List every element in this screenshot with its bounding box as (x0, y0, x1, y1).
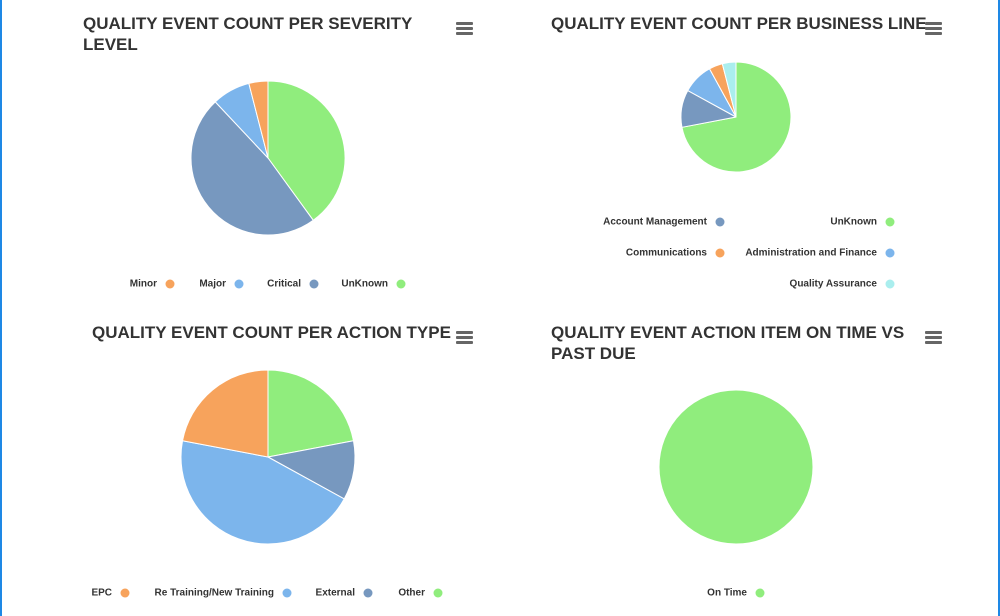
legend-marker (363, 588, 373, 598)
legend-label: Account Management (603, 217, 708, 228)
legend-marker (120, 588, 130, 598)
legend-label: On Time (707, 588, 747, 599)
legend-marker (755, 588, 765, 598)
menu-button[interactable] (456, 22, 473, 35)
pie-slice (267, 80, 346, 221)
menu-button[interactable] (456, 331, 473, 344)
chart-title: QUALITY EVENT COUNT PER BUSINESS LINE (551, 14, 927, 33)
legend-marker (715, 217, 725, 227)
legend-label: External (316, 588, 356, 599)
legend-marker (165, 279, 175, 289)
chart-title: QUALITY EVENT COUNT PER ACTION TYPE (92, 323, 451, 342)
legend-label: Communications (626, 248, 708, 259)
pie-slice (248, 80, 269, 159)
pie-slice (658, 389, 814, 545)
legend-label: Re Training/New Training (155, 588, 274, 599)
legend-marker (433, 588, 443, 598)
pie-slice (190, 101, 314, 236)
legend-marker (234, 279, 244, 289)
pie-slice (721, 61, 737, 118)
pie-slice (182, 369, 269, 458)
legend-label: Administration and Finance (745, 248, 877, 259)
legend-label: Major (199, 279, 226, 290)
legend-label: EPC (91, 588, 112, 599)
chart-title: QUALITY EVENT ACTION ITEM ON TIME VS PAS… (551, 323, 905, 363)
legend-marker (885, 217, 895, 227)
legend-marker (282, 588, 292, 598)
pie-slice (267, 369, 354, 458)
menu-button[interactable] (925, 22, 942, 35)
chart-title: QUALITY EVENT COUNT PER SEVERITY LEVEL (83, 14, 413, 54)
legend-marker (309, 279, 319, 289)
legend-marker (715, 248, 725, 258)
legend-label: Minor (130, 279, 157, 290)
legend-label: Critical (267, 279, 301, 290)
legend-marker (396, 279, 406, 289)
legend-label: Quality Assurance (790, 279, 878, 290)
legend-marker (885, 279, 895, 289)
legend-marker (885, 248, 895, 258)
legend-label: Other (398, 588, 425, 599)
pie-slice (180, 440, 345, 545)
menu-button[interactable] (925, 331, 942, 344)
legend-label: UnKnown (830, 217, 877, 228)
legend-label: UnKnown (341, 279, 388, 290)
